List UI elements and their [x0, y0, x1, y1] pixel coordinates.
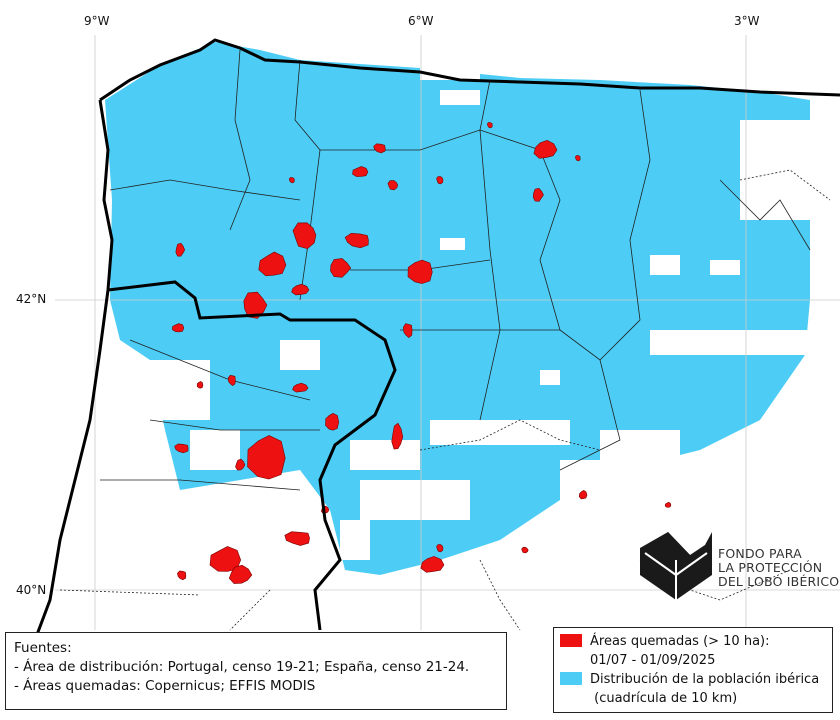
burned-area [227, 374, 236, 386]
burned-area [174, 443, 189, 454]
distribution-swatch [560, 672, 582, 685]
burned-area [196, 381, 204, 389]
logo-wolf-icon [640, 532, 712, 600]
burned-area [486, 122, 493, 129]
burned-area [387, 180, 399, 191]
logo-line: LA PROTECCIÓN [718, 560, 823, 575]
legend-distribution-note: (cuadrícula de 10 km) [590, 691, 738, 706]
sources-line: - Área de distribución: Portugal, censo … [14, 659, 470, 675]
lon-label-6w: 6°W [408, 14, 434, 28]
burned-area [330, 258, 352, 278]
logo-line: FONDO PARA [718, 546, 802, 561]
burned-area [172, 323, 185, 333]
burned-area [407, 259, 433, 284]
burned-area [325, 413, 340, 431]
burned-area [235, 458, 246, 471]
burned-area [228, 564, 253, 584]
province-borders [100, 49, 811, 491]
sources-line: - Áreas quemadas: Copernicus; EFFIS MODI… [14, 678, 316, 694]
lon-label-9w: 9°W [84, 14, 110, 28]
burned-area [532, 187, 544, 202]
burned-area [352, 166, 369, 177]
coastline-and-border [33, 38, 840, 641]
burned-area [436, 176, 444, 185]
burned-area [258, 251, 287, 277]
burned-area [344, 232, 369, 249]
burned-area [292, 382, 309, 393]
burned-area [578, 490, 588, 500]
legend-distribution-label: Distribución de la población ibérica [590, 672, 820, 687]
lat-label-42n: 42°N [16, 292, 47, 306]
burned-swatch [560, 634, 582, 647]
burned-area [420, 556, 445, 573]
burned-area [402, 323, 413, 338]
logo-line: DEL LOBO IBÉRICO [718, 574, 840, 589]
wolf-distribution-area [105, 42, 820, 630]
burned-area [209, 546, 242, 572]
burned-area [175, 242, 186, 257]
burned-area [533, 139, 558, 159]
burned-areas [172, 122, 672, 584]
logo-text: FONDO PARA LA PROTECCIÓN DEL LOBO IBÉRIC… [718, 547, 839, 589]
burned-area [574, 155, 581, 162]
burned-area [436, 544, 444, 553]
lat-label-40n: 40°N [16, 583, 47, 597]
burned-area [177, 570, 187, 581]
burned-area [291, 283, 310, 296]
legend-burned-label: Áreas quemadas (> 10 ha): [590, 634, 770, 649]
lon-label-3w: 3°W [734, 14, 760, 28]
burned-area [521, 546, 529, 554]
burned-area [288, 177, 295, 184]
burned-area [284, 531, 310, 546]
sources-box: Fuentes: - Área de distribución: Portuga… [5, 632, 507, 710]
burned-area [373, 143, 386, 154]
region-borders [59, 169, 831, 631]
burned-area [247, 435, 286, 480]
burned-area [292, 222, 317, 250]
graticule [55, 35, 840, 630]
burned-area [664, 501, 672, 508]
legend-burned-dates: 01/07 - 01/09/2025 [590, 653, 716, 668]
legend-box: Áreas quemadas (> 10 ha): 01/07 - 01/09/… [553, 627, 833, 713]
burned-area [391, 422, 404, 450]
sources-title: Fuentes: [14, 640, 72, 656]
